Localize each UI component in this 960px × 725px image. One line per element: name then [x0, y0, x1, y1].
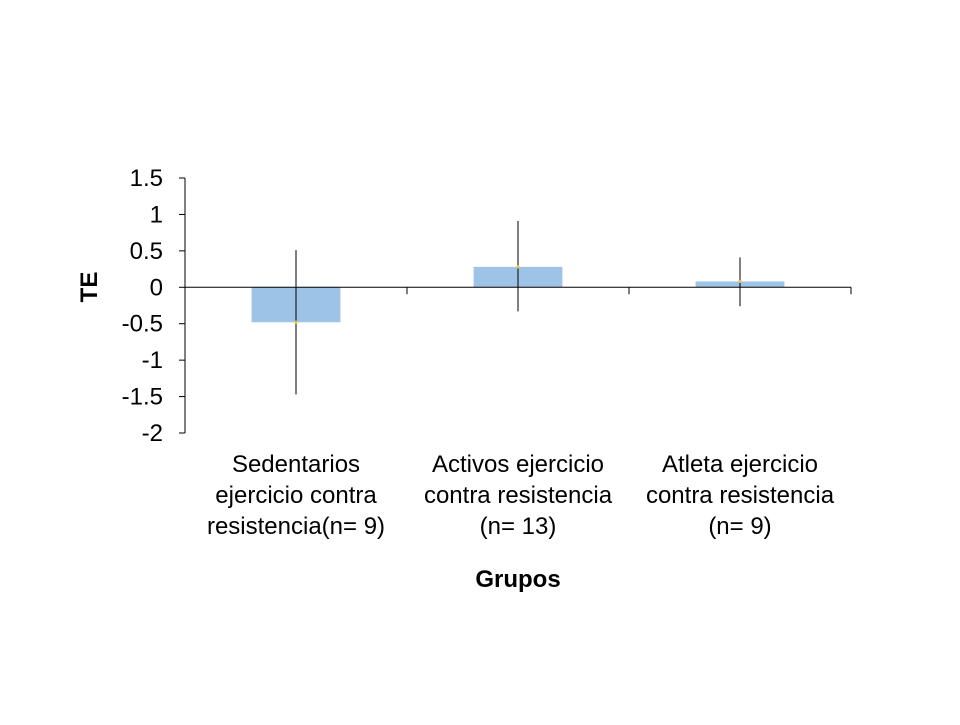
y-tick-label: 0 — [150, 274, 163, 301]
x-category-label: contra resistencia — [424, 482, 613, 509]
mean-marker — [738, 279, 742, 284]
x-category-label: contra resistencia — [646, 482, 835, 509]
x-category-label: (n= 9) — [708, 513, 771, 540]
y-tick-label: 0.5 — [130, 238, 163, 265]
y-tick-label: 1 — [150, 201, 163, 228]
x-category-label: Atleta ejercicio — [662, 451, 818, 478]
y-tick-label: -1 — [142, 347, 163, 374]
error-bars-layer — [294, 220, 742, 395]
x-category-label: ejercicio contra — [215, 482, 377, 509]
labels-layer: 1.5 1 0.5 0 -0.5 -1 -1.5 -2 Sedentarios ejercicio… — [76, 165, 835, 593]
mean-marker — [294, 320, 298, 324]
x-category-label: resistencia(n= 9) — [207, 513, 385, 540]
y-tick-label: -2 — [142, 420, 163, 447]
y-tick-label: -0.5 — [122, 311, 163, 338]
x-category-label: Sedentarios — [232, 451, 360, 478]
axes-layer — [179, 177, 852, 434]
y-tick-label: -1.5 — [122, 384, 163, 411]
mean-marker — [516, 265, 520, 269]
y-axis-title: TE — [76, 272, 103, 303]
x-axis-title: Grupos — [475, 566, 560, 593]
y-tick-label: 1.5 — [130, 165, 163, 192]
x-category-label: (n= 13) — [480, 513, 557, 540]
x-category-label: Activos ejercicio — [432, 451, 604, 478]
